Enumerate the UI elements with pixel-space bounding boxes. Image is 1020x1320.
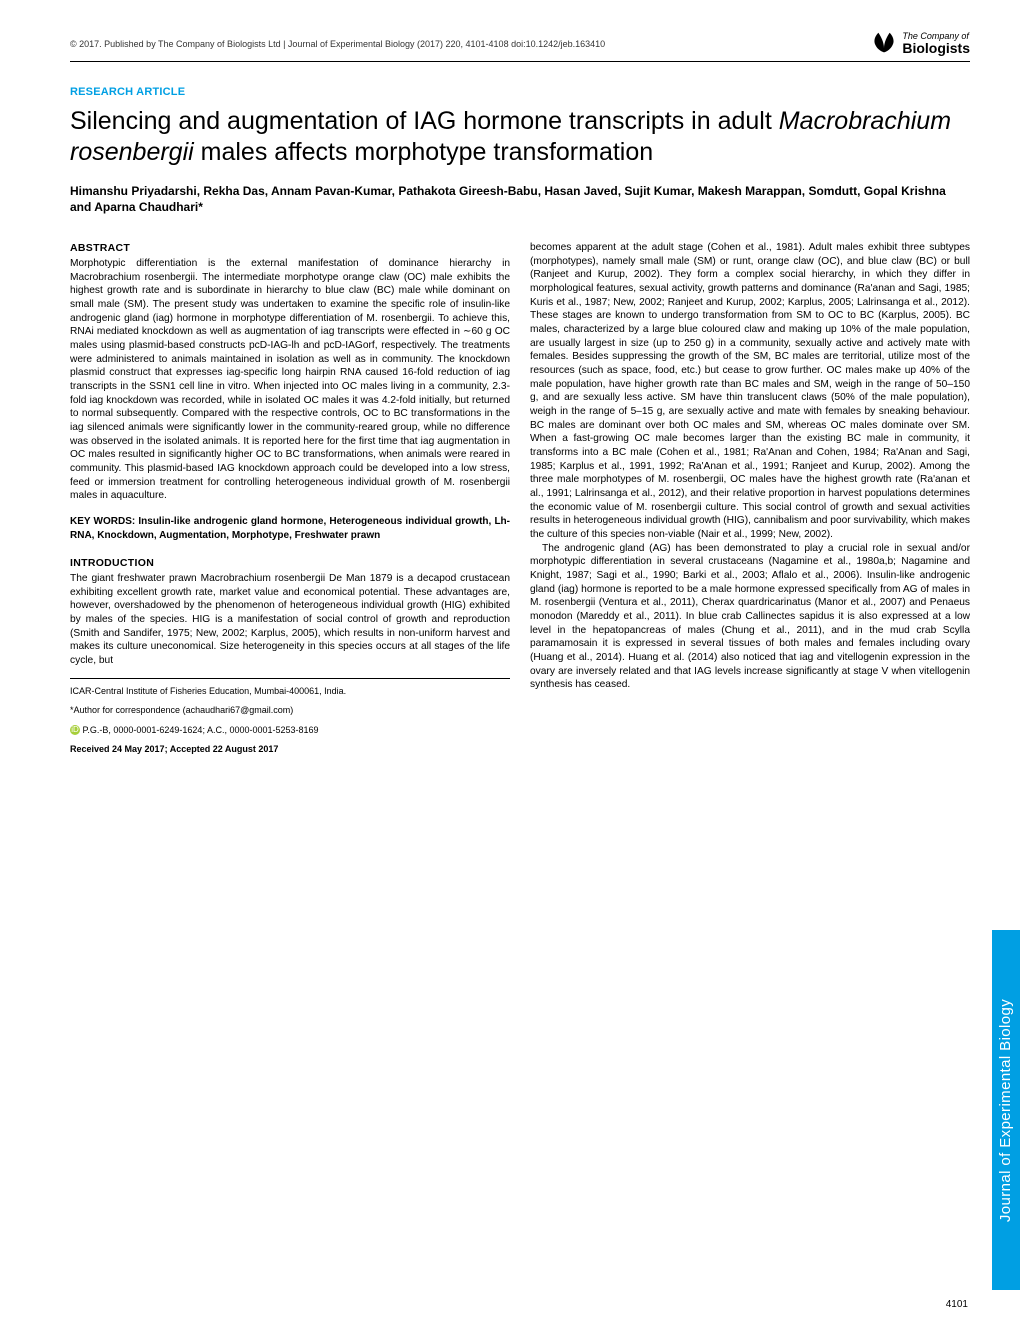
right-col-paragraph-1: becomes apparent at the adult stage (Coh… [530,241,970,542]
right-col-paragraph-2: The androgenic gland (AG) has been demon… [530,542,970,692]
footer-block: ICAR-Central Institute of Fisheries Educ… [70,678,510,757]
orcid-text: P.G.-B, 0000-0001-6249-1624; A.C., 0000-… [83,725,319,735]
publisher-logo-text: The Company of Biologists [902,32,970,56]
abstract-heading: ABSTRACT [70,241,510,255]
correspondence: *Author for correspondence (achaudhari67… [70,704,510,718]
content-columns: ABSTRACT Morphotypic differentiation is … [70,241,970,763]
keywords: KEY WORDS: Insulin-like androgenic gland… [70,515,510,542]
intro-left-body: The giant freshwater prawn Macrobrachium… [70,572,510,668]
side-tab-text: Journal of Experimental Biology [998,998,1015,1221]
publisher-logo: The Company of Biologists [870,30,970,58]
left-column: ABSTRACT Morphotypic differentiation is … [70,241,510,763]
right-column: becomes apparent at the adult stage (Coh… [530,241,970,763]
abstract-body: Morphotypic differentiation is the exter… [70,257,510,503]
orcid-line: iD P.G.-B, 0000-0001-6249-1624; A.C., 00… [70,724,510,738]
journal-side-tab: Journal of Experimental Biology [992,930,1020,1290]
title-pre: Silencing and augmentation of IAG hormon… [70,107,779,135]
received-accepted: Received 24 May 2017; Accepted 22 August… [70,743,510,757]
affiliation: ICAR-Central Institute of Fisheries Educ… [70,685,510,699]
introduction-heading: INTRODUCTION [70,556,510,570]
logo-biologists-line: Biologists [902,41,970,56]
header-bar: © 2017. Published by The Company of Biol… [70,30,970,62]
page-number: 4101 [946,1299,968,1310]
article-type-label: RESEARCH ARTICLE [70,86,970,98]
orcid-icon: iD [70,725,80,735]
biologists-logo-icon [870,30,898,58]
article-title: Silencing and augmentation of IAG hormon… [70,106,970,169]
title-post: males affects morphotype transformation [194,138,653,166]
copyright-text: © 2017. Published by The Company of Biol… [70,39,605,49]
intro-right-body: becomes apparent at the adult stage (Coh… [530,241,970,692]
intro-paragraph-1: The giant freshwater prawn Macrobrachium… [70,572,510,668]
author-list: Himanshu Priyadarshi, Rekha Das, Annam P… [70,183,970,215]
